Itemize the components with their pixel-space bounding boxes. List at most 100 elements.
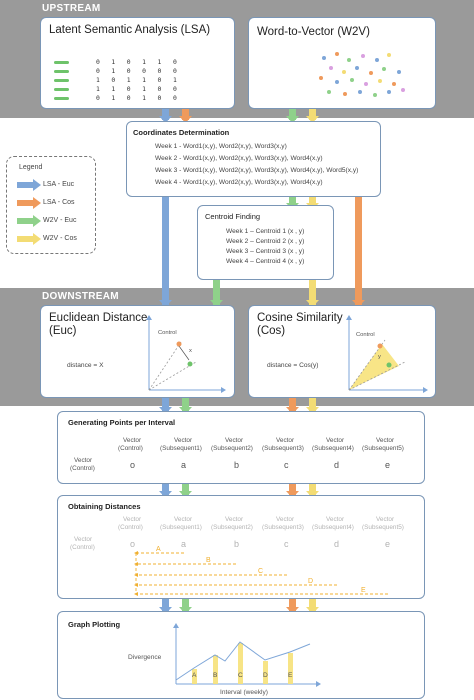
lsa-bar-3 (54, 79, 69, 82)
downstream-label: DOWNSTREAM (42, 291, 119, 302)
graph-point-a: A (192, 672, 197, 679)
col-header: (Subsequent2) (211, 445, 253, 452)
arrow-lsa-cos-2 (355, 195, 362, 305)
lsa-box: Latent Semantic Analysis (LSA) 0 1 0 1 1… (40, 17, 235, 109)
col-letter: a (181, 539, 187, 549)
col-header: Vector (326, 516, 345, 523)
coordinates-title: Coordinates Determination (133, 128, 230, 137)
graph-box: Graph Plotting Divergence Interval (week… (57, 611, 425, 699)
centroid-line: Week 2 – Centroid 2 (x , y) (226, 238, 305, 245)
euclidean-x-label: x (189, 348, 192, 354)
cosine-title-1: Cosine Similarity (257, 312, 343, 324)
cosine-distance: distance = Cos(y) (267, 362, 319, 369)
distance-label-d: D (308, 578, 314, 585)
col-header: (Subsequent5) (362, 524, 404, 531)
w2v-box: Word-to-Vector (W2V) (248, 17, 436, 109)
arrow-w2v-cos-2 (309, 195, 316, 207)
control-point (176, 341, 182, 347)
arrow-w2v-cos-1 (309, 104, 316, 120)
col-header: (Control) (118, 445, 143, 452)
arrow-w2v-euc-2 (289, 195, 296, 207)
matrix-row: 1 1 0 1 0 0 (96, 85, 177, 93)
row-label-1: Vector (74, 536, 93, 543)
obtaining-box: Obtaining Distances Vector (Control) Vec… (57, 495, 425, 599)
centroid-title: Centroid Finding (205, 212, 261, 221)
arrow-icon (17, 215, 41, 227)
graph-point-e: E (288, 672, 293, 679)
col-header: (Subsequent2) (211, 524, 253, 531)
col-letter: a (181, 460, 187, 470)
col-letter: d (334, 539, 340, 549)
distance-label-c: C (258, 568, 264, 575)
coordinates-line: Week 1 - Word1(x,y), Word2(x,y), Word3(x… (155, 143, 287, 150)
col-header: Vector (276, 516, 295, 523)
col-header: (Subsequent5) (362, 445, 404, 452)
centroid-box: Centroid Finding Week 1 – Centroid 1 (x … (197, 205, 334, 280)
cosine-y-label: y (378, 354, 381, 360)
col-header: Vector (123, 437, 142, 444)
obtaining-title: Obtaining Distances (68, 502, 141, 511)
w2v-scatter (319, 52, 405, 97)
distance-label-e: E (361, 587, 366, 594)
lsa-title: Latent Semantic Analysis (LSA) (49, 24, 211, 36)
lsa-bar-1 (54, 61, 69, 64)
col-letter: c (284, 539, 289, 549)
col-header: (Subsequent1) (160, 445, 202, 452)
graph-xlabel: Interval (weekly) (220, 689, 269, 696)
col-letter: d (334, 460, 340, 470)
matrix-row: 0 1 0 0 0 0 (96, 67, 177, 75)
row-label-1: Vector (74, 457, 93, 464)
col-header: (Subsequent3) (262, 524, 304, 531)
col-header: Vector (174, 437, 193, 444)
centroid-line: Week 1 – Centroid 1 (x , y) (226, 228, 305, 235)
row-label-2: (Control) (70, 465, 95, 472)
col-header: Vector (225, 516, 244, 523)
graph-title: Graph Plotting (68, 620, 121, 629)
euclidean-box: Euclidean Distance (Euc) distance = X Co… (40, 305, 235, 398)
euclidean-control-label: Control (158, 330, 177, 336)
col-letter: e (385, 460, 391, 470)
arrow-icon (17, 179, 41, 191)
legend-title: Legend (19, 164, 43, 171)
graph-ylabel: Divergence (128, 654, 162, 661)
col-header: Vector (225, 437, 244, 444)
graph-point-c: C (238, 672, 243, 679)
col-header: Vector (174, 516, 193, 523)
cosine-control-label: Control (356, 332, 375, 338)
col-letter: b (234, 460, 240, 470)
row-label-2: (Control) (70, 544, 95, 551)
cosine-plot (346, 315, 428, 393)
legend: Legend LSA - Euc LSA - Cos W2V - Euc W2V… (6, 156, 96, 254)
arrow-w2v-euc-1 (289, 104, 296, 120)
arrow-icon (17, 197, 41, 209)
lsa-bar-4 (54, 88, 69, 91)
coordinates-line: Week 4 - Word1(x,y), Word2(x,y), Word3(x… (155, 179, 323, 186)
control-point (377, 343, 383, 349)
distance-arrows (134, 551, 388, 596)
col-letter: o (130, 460, 136, 470)
subsequent-point (187, 361, 193, 367)
graph-point-d: D (263, 672, 268, 679)
euclidean-distance: distance = X (67, 362, 104, 369)
graph-plot (173, 623, 321, 687)
euclidean-title-2: (Euc) (49, 325, 77, 337)
matrix-row: 1 0 1 1 0 1 (96, 76, 177, 84)
col-header: (Subsequent4) (312, 445, 354, 452)
col-header: Vector (123, 516, 142, 523)
arrow-lsa-cos-1 (182, 104, 189, 120)
col-letter: o (130, 539, 136, 549)
arrow-w2v-cos-3 (309, 278, 316, 305)
subsequent-point (386, 362, 392, 368)
generating-title: Generating Points per Interval (68, 418, 176, 427)
col-header: Vector (376, 516, 395, 523)
matrix-row: 0 1 0 1 1 0 (96, 58, 177, 66)
distance-label-a: A (156, 546, 161, 553)
arrow-lsa-euc-2 (162, 195, 169, 305)
graph-point-b: B (213, 672, 218, 679)
arrow-w2v-euc-3 (213, 278, 220, 305)
col-header: Vector (376, 437, 395, 444)
col-header: Vector (326, 437, 345, 444)
centroid-line: Week 4 – Centroid 4 (x , y) (226, 258, 305, 265)
euclidean-plot (146, 315, 226, 393)
